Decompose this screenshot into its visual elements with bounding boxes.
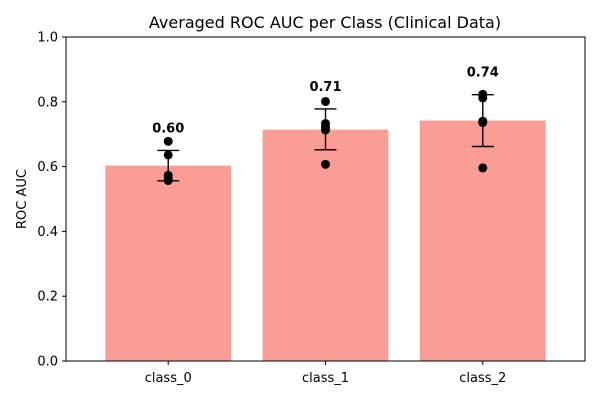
data-point-class_0-0 <box>163 136 173 146</box>
value-label-class_1: 0.71 <box>309 80 341 95</box>
plot-frame <box>65 36 586 362</box>
y-tick-label-5: 1.0 <box>37 31 58 46</box>
data-point-class_1-0 <box>321 96 330 106</box>
data-point-class_2-4 <box>478 163 488 173</box>
points-layer <box>163 89 488 186</box>
y-tick-label-1: 0.2 <box>37 290 58 305</box>
data-point-class_2-3 <box>478 118 488 128</box>
y-tick-label-0: 0.0 <box>37 355 58 370</box>
bars-layer <box>105 120 546 361</box>
bar-class_0 <box>105 165 232 361</box>
x-tick-label-class_1: class_1 <box>302 371 349 386</box>
y-tick-label-3: 0.6 <box>37 160 58 175</box>
data-labels-layer: 0.60 0.71 0.74 <box>152 66 499 137</box>
y-axis-label: ROC AUC <box>15 169 30 229</box>
value-label-class_2: 0.74 <box>467 66 499 81</box>
axes-layer: class_0 class_1 class_2 0.0 0.2 0.4 0.6 0.8 1.0 <box>37 31 586 386</box>
y-tick-label-2: 0.4 <box>37 225 58 240</box>
y-tick-label-4: 0.8 <box>37 95 58 110</box>
bar-class_2 <box>419 120 546 361</box>
data-point-class_0-1 <box>163 150 173 160</box>
x-tick-label-class_2: class_2 <box>459 371 506 386</box>
data-point-class_1-4 <box>321 159 330 169</box>
data-point-class_1-3 <box>321 125 330 135</box>
value-label-class_0: 0.60 <box>152 121 184 136</box>
data-point-class_2-1 <box>478 93 488 103</box>
chart-title: Averaged ROC AUC per Class (Clinical Dat… <box>149 13 501 32</box>
data-point-class_0-4 <box>163 176 173 186</box>
x-tick-label-class_0: class_0 <box>145 371 192 386</box>
